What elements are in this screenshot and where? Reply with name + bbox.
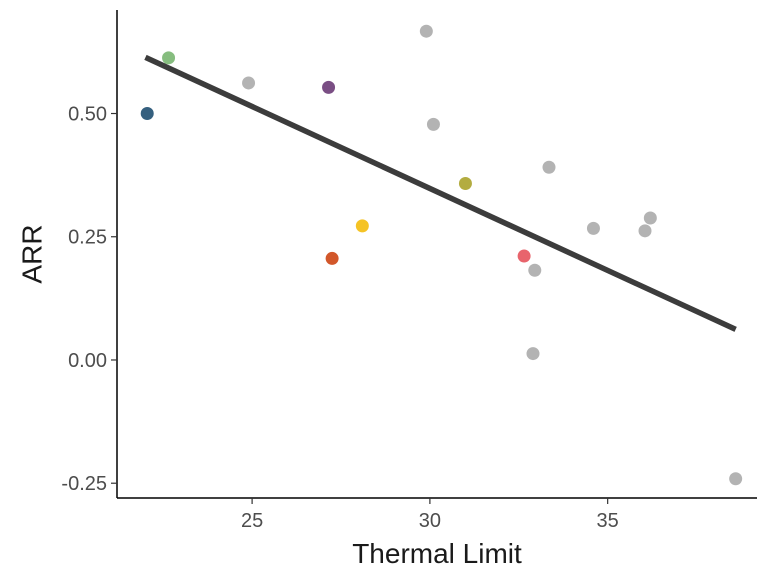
data-point bbox=[586, 221, 600, 235]
data-point bbox=[162, 51, 176, 65]
y-tick-label: 0.25 bbox=[68, 227, 107, 249]
data-point bbox=[325, 251, 339, 265]
ticks-layer: 25 30 35 -0.25 0.00 0.25 0.50 bbox=[61, 104, 618, 532]
data-point bbox=[419, 24, 433, 38]
data-point bbox=[542, 160, 556, 174]
data-point bbox=[526, 347, 540, 361]
trend-line bbox=[144, 54, 737, 332]
plot-layer bbox=[140, 24, 743, 486]
y-tick-label: -0.25 bbox=[61, 473, 107, 495]
data-point bbox=[140, 107, 154, 121]
x-axis-title: Thermal Limit bbox=[352, 538, 522, 569]
data-point bbox=[729, 472, 743, 486]
x-tick-label: 35 bbox=[597, 510, 619, 532]
data-point bbox=[638, 224, 652, 238]
data-point bbox=[528, 263, 542, 277]
axes-layer bbox=[116, 10, 757, 499]
x-tick-label: 30 bbox=[419, 510, 441, 532]
data-point bbox=[242, 76, 256, 90]
data-point bbox=[322, 80, 336, 94]
data-point bbox=[643, 211, 657, 225]
y-tick-label: 0.50 bbox=[68, 104, 107, 126]
data-point bbox=[517, 249, 531, 263]
y-tick-label: 0.00 bbox=[68, 350, 107, 372]
x-tick-label: 25 bbox=[241, 510, 263, 532]
y-axis-title: ARR bbox=[16, 224, 47, 283]
data-point bbox=[355, 219, 369, 233]
data-point bbox=[458, 177, 472, 191]
data-point bbox=[426, 117, 440, 131]
